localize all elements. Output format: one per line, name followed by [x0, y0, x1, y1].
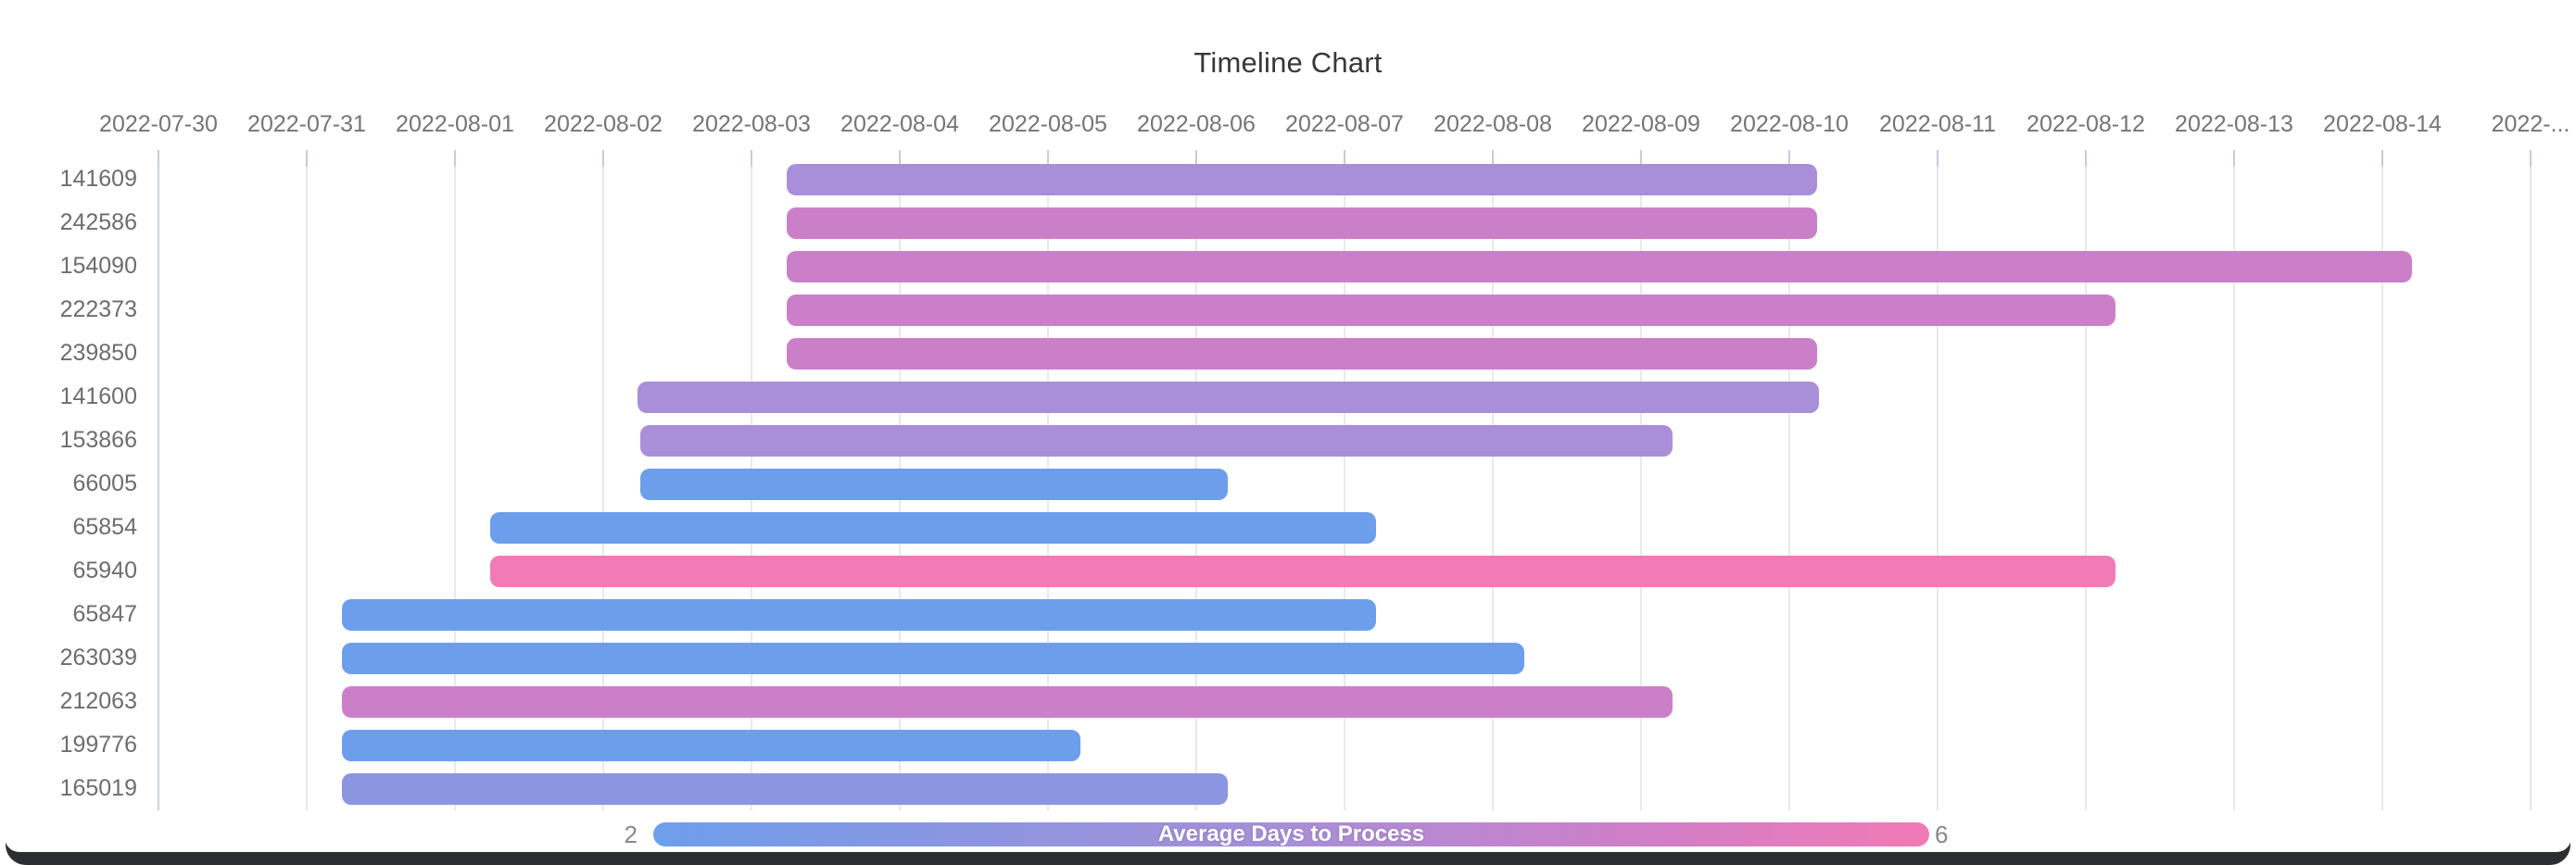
gridline	[158, 156, 159, 810]
x-axis-label: 2022-08-03	[692, 111, 811, 137]
y-axis-label: 141600	[59, 383, 137, 409]
x-axis-label: 2022-07-31	[247, 111, 366, 137]
y-axis-label: 242586	[59, 209, 137, 235]
x-axis-label: 2022-08-04	[840, 111, 959, 137]
y-axis-label: 165019	[59, 775, 137, 801]
gridline	[306, 156, 308, 810]
axis-tick-mark	[1937, 150, 1938, 167]
axis-tick-mark	[454, 150, 456, 167]
x-axis-label: 2022-08-14	[2323, 111, 2442, 137]
y-axis-label: 153866	[59, 427, 137, 453]
axis-tick-mark	[899, 150, 901, 167]
x-axis-label: 2022-07-30	[99, 111, 218, 137]
timeline-bar[interactable]	[342, 729, 1081, 761]
timeline-bar[interactable]	[787, 163, 1818, 195]
gridline	[2233, 156, 2235, 810]
timeline-bar[interactable]	[637, 381, 1819, 413]
timeline-bar[interactable]	[342, 685, 1673, 718]
x-axis-label: 2022-08-09	[1582, 111, 1700, 137]
gridline	[1937, 156, 1938, 810]
timeline-bar[interactable]	[342, 642, 1524, 674]
gridline	[602, 156, 604, 810]
gridline	[1788, 156, 1790, 810]
axis-tick-mark	[1195, 150, 1197, 167]
x-axis-label: 2022-08-11	[1878, 111, 1997, 137]
timeline-bar[interactable]	[787, 337, 1818, 370]
axis-tick-mark	[1788, 150, 1790, 167]
timeline-bar[interactable]	[787, 294, 2115, 326]
axis-tick-mark	[2530, 150, 2532, 167]
y-axis-label: 263039	[59, 645, 137, 671]
gridline	[2530, 156, 2532, 810]
x-axis-label: 2022-08-01	[396, 111, 514, 137]
x-axis-label: 2022-08-10	[1730, 111, 1849, 137]
axis-tick-mark	[2085, 150, 2087, 167]
y-axis-label: 154090	[59, 253, 137, 279]
timeline-bar[interactable]	[787, 207, 1818, 239]
x-axis-label: 2022-08-12	[2027, 111, 2145, 137]
x-axis-label: 2022-08-07	[1285, 111, 1404, 137]
axis-tick-mark	[158, 150, 159, 167]
y-axis-label: 199776	[59, 732, 137, 758]
x-axis-label: 2022-08-08	[1433, 111, 1552, 137]
axis-tick-mark	[1344, 150, 1345, 167]
y-axis-label: 222373	[59, 296, 137, 322]
chart-title: Timeline Chart	[1193, 46, 1383, 79]
timeline-bar[interactable]	[490, 555, 2115, 587]
y-axis-label: 66005	[72, 470, 137, 496]
x-axis-label: 2022-08-13	[2175, 111, 2293, 137]
timeline-bar[interactable]	[640, 468, 1228, 500]
axis-tick-mark	[306, 150, 308, 167]
gridline	[2085, 156, 2087, 810]
timeline-bar[interactable]	[490, 511, 1376, 544]
timeline-bar[interactable]	[787, 250, 2412, 282]
y-axis-label: 65940	[72, 558, 137, 583]
axis-tick-mark	[2381, 150, 2383, 167]
timeline-bar[interactable]	[342, 772, 1228, 805]
axis-tick-mark	[1492, 150, 1494, 167]
axis-tick-mark	[1047, 150, 1049, 167]
gridline	[1640, 156, 1642, 810]
gridline	[1492, 156, 1494, 810]
x-axis-label: 2022-08-06	[1137, 111, 1256, 137]
axis-tick-mark	[1640, 150, 1642, 167]
y-axis-label: 65847	[72, 601, 137, 627]
y-axis-label: 141609	[59, 166, 137, 192]
y-axis-label: 212063	[59, 688, 137, 714]
y-axis-label: 239850	[59, 340, 137, 366]
y-axis-label: 65854	[72, 514, 137, 540]
timeline-bar[interactable]	[640, 424, 1673, 457]
gridline	[454, 156, 456, 810]
x-axis-label: 2022-...	[2491, 111, 2570, 137]
legend-title: Average Days to Process	[1157, 821, 1425, 846]
gridline	[1344, 156, 1345, 810]
x-axis-label: 2022-08-05	[989, 111, 1107, 137]
axis-tick-mark	[602, 150, 604, 167]
legend-gradient-bar[interactable]	[653, 822, 1929, 846]
gridline	[2381, 156, 2383, 810]
axis-tick-mark	[2233, 150, 2235, 167]
timeline-bar[interactable]	[342, 598, 1376, 631]
axis-tick-mark	[751, 150, 752, 167]
legend-min-label: 2	[624, 821, 638, 848]
x-axis-label: 2022-08-02	[544, 111, 663, 137]
legend-max-label: 6	[1935, 821, 1949, 848]
